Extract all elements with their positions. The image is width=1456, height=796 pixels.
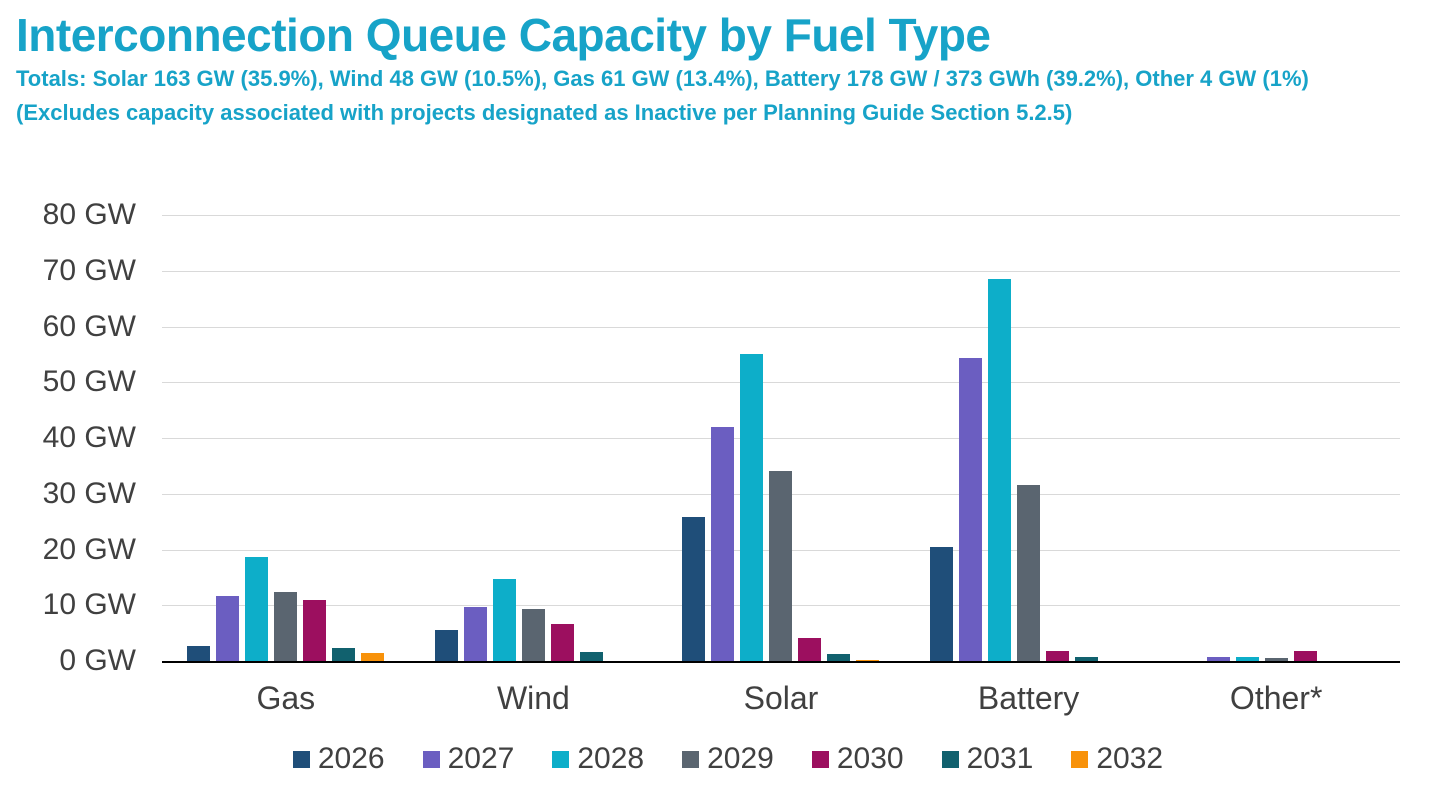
legend-item-2030: 2030 (811, 742, 904, 776)
bar-group-wind (410, 215, 658, 661)
bar-battery-2028 (988, 279, 1012, 661)
bar-wind-2029 (521, 608, 545, 661)
legend-item-2027: 2027 (422, 742, 515, 776)
bar-gas-2031 (332, 647, 356, 661)
x-axis-label-battery: Battery (977, 680, 1080, 716)
bar-gas-2030 (303, 599, 327, 661)
gridline-60 (162, 326, 1400, 328)
page-title: Interconnection Queue Capacity by Fuel T… (16, 9, 991, 61)
bar-other-2028 (1235, 656, 1259, 661)
y-axis-tick-label: 80 GW (42, 198, 136, 231)
legend-item-2032: 2032 (1071, 742, 1163, 776)
y-axis-tick-label: 60 GW (42, 309, 136, 343)
legend-swatch-icon (1071, 750, 1089, 768)
bar-other-2027 (1206, 657, 1230, 661)
bar-battery-2026 (930, 547, 954, 661)
legend-label: 2028 (577, 742, 645, 775)
bar-wind-2030 (550, 623, 574, 661)
legend-label: 2027 (447, 742, 515, 775)
legend-swatch-icon (552, 750, 570, 768)
legend-item-2026: 2026 (292, 742, 385, 776)
bar-other-2030 (1293, 650, 1317, 661)
legend-label: 2026 (317, 742, 385, 775)
y-axis-tick-label: 20 GW (42, 532, 136, 566)
legend-swatch-icon (422, 750, 440, 768)
bar-solar-2026 (682, 517, 706, 661)
gridline-40 (162, 438, 1400, 439)
legend-item-2031: 2031 (941, 742, 1034, 776)
gridline-80 (162, 215, 1400, 216)
legend-label: 2030 (836, 742, 904, 775)
y-axis-tick-label: 0 GW (59, 644, 136, 677)
bar-group-other (1152, 215, 1400, 661)
y-axis-tick-label: 50 GW (42, 365, 136, 399)
legend-label: 2029 (707, 742, 774, 775)
y-axis-tick-label: 40 GW (42, 421, 136, 454)
bar-gas-2032 (361, 652, 385, 661)
bar-wind-2031 (579, 652, 603, 661)
y-axis-tick-label: 10 GW (42, 588, 136, 622)
subtitle-totals: Totals: Solar 163 GW (35.9%), Wind 48 GW… (16, 66, 1309, 91)
bar-solar-2027 (711, 426, 735, 661)
bar-groups (162, 215, 1400, 661)
legend-item-2028: 2028 (552, 742, 644, 776)
bar-solar-2031 (827, 654, 851, 661)
bar-other-2029 (1264, 658, 1288, 661)
x-axis-label-solar: Solar (743, 680, 819, 716)
bar-solar-2030 (798, 637, 822, 661)
x-axis-label-other: Other* (1229, 680, 1323, 716)
x-axis: Gas Wind Solar Battery Other* (162, 680, 1400, 717)
legend-swatch-icon (682, 750, 700, 768)
bar-group-solar (657, 215, 905, 661)
bar-wind-2027 (463, 607, 487, 661)
legend-label: 2031 (966, 742, 1034, 775)
x-axis-label-gas: Gas (256, 680, 316, 716)
legend-label: 2032 (1096, 742, 1164, 775)
plot-area (162, 215, 1400, 663)
y-axis: 0 GW 10 GW 20 GW 30 GW 40 GW 50 GW 60 GW 70 GW 8… (0, 198, 140, 677)
legend-swatch-icon (811, 750, 829, 768)
bar-gas-2029 (274, 592, 298, 661)
gridline-70 (162, 270, 1400, 272)
bar-battery-2031 (1075, 657, 1099, 661)
bar-battery-2030 (1046, 650, 1070, 661)
bar-gas-2027 (216, 595, 240, 661)
bar-solar-2029 (769, 471, 793, 661)
legend: 2026 2027 2028 2029 2030 2031 2032 (0, 742, 1456, 776)
bar-group-battery (905, 215, 1153, 661)
bar-solar-2032 (856, 659, 880, 661)
gridline-50 (162, 382, 1400, 384)
x-axis-label-wind: Wind (496, 680, 570, 716)
bar-wind-2028 (492, 579, 516, 661)
legend-item-2029: 2029 (682, 742, 774, 776)
bar-wind-2026 (434, 629, 458, 661)
bar-solar-2028 (740, 354, 764, 661)
legend-swatch-icon (292, 750, 310, 768)
bar-gas-2028 (245, 557, 269, 661)
bar-group-gas (162, 215, 410, 661)
subtitle-exclusion-note: (Excludes capacity associated with proje… (16, 100, 1073, 125)
bar-battery-2027 (959, 358, 983, 661)
legend-swatch-icon (941, 750, 959, 768)
y-axis-tick-label: 30 GW (42, 476, 136, 510)
bar-battery-2029 (1017, 485, 1041, 661)
bar-gas-2026 (187, 645, 211, 661)
y-axis-tick-label: 70 GW (42, 253, 136, 287)
